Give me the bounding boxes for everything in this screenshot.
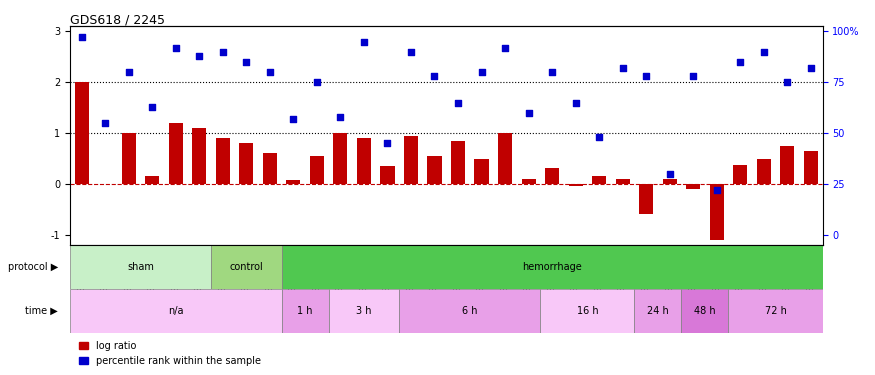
Text: sham: sham bbox=[127, 262, 154, 272]
Bar bbox=[686, 184, 700, 189]
Text: 16 h: 16 h bbox=[577, 306, 598, 316]
Bar bbox=[662, 179, 676, 184]
Bar bbox=[639, 184, 653, 214]
Bar bbox=[333, 133, 347, 184]
Point bbox=[757, 49, 771, 55]
Bar bbox=[569, 184, 583, 186]
Bar bbox=[240, 143, 254, 184]
Bar bbox=[451, 141, 466, 184]
Point bbox=[710, 187, 724, 193]
Point bbox=[545, 69, 559, 75]
Point bbox=[498, 45, 512, 51]
Point bbox=[74, 34, 88, 40]
Point bbox=[686, 73, 700, 79]
Bar bbox=[804, 151, 818, 184]
Bar bbox=[616, 179, 630, 184]
Bar bbox=[169, 123, 183, 184]
Text: 1 h: 1 h bbox=[298, 306, 313, 316]
Text: 3 h: 3 h bbox=[356, 306, 372, 316]
Point bbox=[592, 134, 606, 140]
Point bbox=[404, 49, 418, 55]
Point bbox=[639, 73, 653, 79]
Bar bbox=[780, 146, 794, 184]
Bar bbox=[216, 138, 230, 184]
Text: control: control bbox=[229, 262, 263, 272]
Point bbox=[216, 49, 230, 55]
Bar bbox=[498, 133, 512, 184]
Bar bbox=[733, 165, 747, 184]
Text: hemorrhage: hemorrhage bbox=[522, 262, 582, 272]
Bar bbox=[522, 179, 536, 184]
Text: time ▶: time ▶ bbox=[25, 306, 59, 316]
Text: 6 h: 6 h bbox=[462, 306, 478, 316]
Bar bbox=[262, 153, 276, 184]
Text: protocol ▶: protocol ▶ bbox=[8, 262, 59, 272]
Point bbox=[145, 104, 159, 110]
FancyBboxPatch shape bbox=[282, 245, 822, 289]
Point bbox=[122, 69, 136, 75]
Bar bbox=[757, 159, 771, 184]
Legend: log ratio, percentile rank within the sample: log ratio, percentile rank within the sa… bbox=[75, 338, 265, 370]
Point bbox=[616, 65, 630, 71]
Point bbox=[733, 59, 747, 65]
Bar bbox=[592, 176, 606, 184]
Point bbox=[522, 110, 536, 116]
Bar bbox=[428, 156, 442, 184]
Point bbox=[169, 45, 183, 51]
Point bbox=[428, 73, 442, 79]
Point bbox=[780, 79, 794, 85]
FancyBboxPatch shape bbox=[329, 289, 399, 333]
Point bbox=[262, 69, 276, 75]
Point bbox=[662, 171, 676, 177]
Point bbox=[240, 59, 254, 65]
Bar bbox=[545, 168, 559, 184]
Bar bbox=[192, 128, 206, 184]
Bar bbox=[286, 180, 300, 184]
Point bbox=[474, 69, 488, 75]
Bar bbox=[474, 159, 488, 184]
FancyBboxPatch shape bbox=[682, 289, 728, 333]
Bar bbox=[404, 136, 418, 184]
Bar bbox=[381, 166, 395, 184]
Point bbox=[192, 53, 206, 59]
Text: GDS618 / 2245: GDS618 / 2245 bbox=[70, 13, 165, 26]
Point bbox=[357, 39, 371, 45]
Bar bbox=[310, 156, 324, 184]
FancyBboxPatch shape bbox=[541, 289, 634, 333]
Point bbox=[333, 114, 347, 120]
FancyBboxPatch shape bbox=[728, 289, 822, 333]
Text: 72 h: 72 h bbox=[765, 306, 787, 316]
Point bbox=[381, 140, 395, 146]
FancyBboxPatch shape bbox=[70, 289, 282, 333]
FancyBboxPatch shape bbox=[211, 245, 282, 289]
Bar bbox=[145, 176, 159, 184]
Bar bbox=[710, 184, 724, 240]
Point bbox=[451, 99, 465, 105]
FancyBboxPatch shape bbox=[282, 289, 329, 333]
Bar bbox=[357, 138, 371, 184]
Bar bbox=[74, 82, 89, 184]
Point bbox=[569, 99, 583, 105]
Point bbox=[98, 120, 112, 126]
FancyBboxPatch shape bbox=[70, 245, 211, 289]
Point bbox=[804, 65, 818, 71]
Text: 24 h: 24 h bbox=[647, 306, 668, 316]
Point bbox=[286, 116, 300, 122]
Text: n/a: n/a bbox=[168, 306, 184, 316]
Point bbox=[310, 79, 324, 85]
Bar bbox=[122, 133, 136, 184]
Text: 48 h: 48 h bbox=[694, 306, 716, 316]
FancyBboxPatch shape bbox=[399, 289, 541, 333]
FancyBboxPatch shape bbox=[634, 289, 682, 333]
